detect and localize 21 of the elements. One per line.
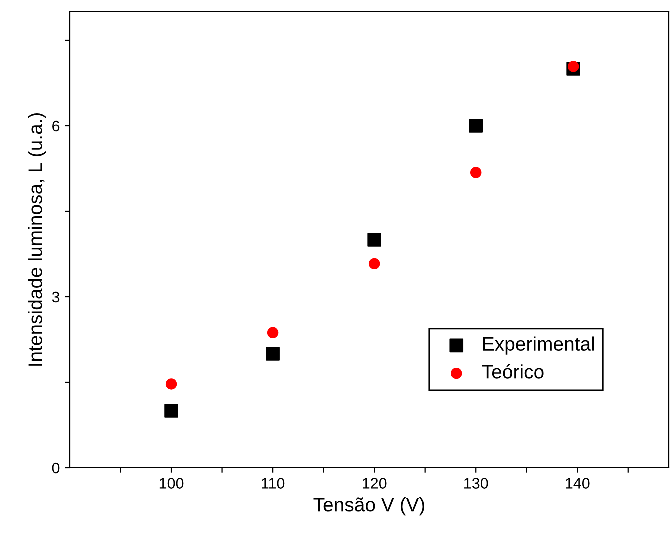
- y-tick-label: 0: [52, 462, 60, 474]
- point: [470, 167, 482, 178]
- point: [164, 404, 178, 418]
- x-tick-label: 140: [566, 478, 590, 489]
- point: [266, 347, 280, 361]
- y-tick-label: 3: [52, 292, 60, 303]
- x-tick-label: 130: [464, 478, 488, 489]
- x-tick-label: 110: [262, 478, 285, 489]
- x-tick-label: 100: [160, 478, 184, 489]
- y-tick-label: 6: [52, 120, 60, 132]
- y-axis-title: Intensidade luminosa, L (u.a.): [28, 113, 46, 366]
- x-tick-label: 120: [362, 478, 387, 489]
- point: [568, 61, 580, 72]
- legend-label: Teórico: [482, 364, 544, 379]
- x-axis-title: Tensão V (V): [314, 498, 424, 516]
- point: [368, 233, 382, 247]
- point: [267, 327, 279, 339]
- legend-label: Experimental: [483, 336, 594, 355]
- point: [368, 258, 380, 270]
- point: [166, 378, 178, 390]
- point: [469, 119, 484, 133]
